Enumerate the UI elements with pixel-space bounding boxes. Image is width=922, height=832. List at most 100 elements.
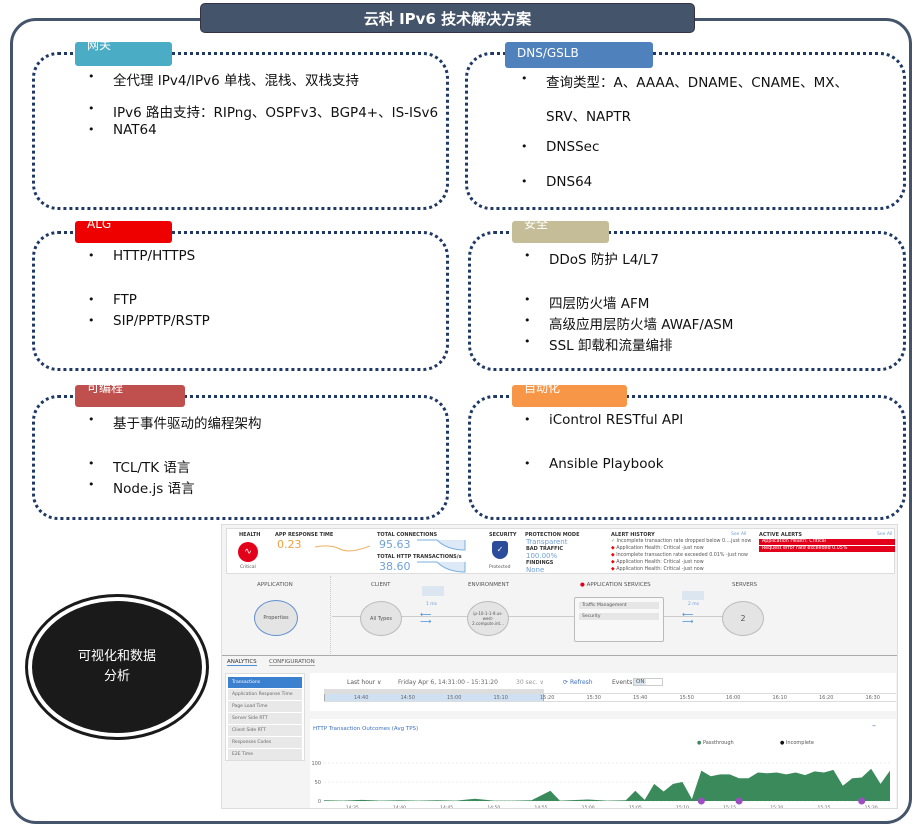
security-label: SECURITY	[489, 532, 517, 538]
bullet-item: • 全代理 IPv4/IPv6 单栈、混栈、双栈支持	[88, 70, 360, 89]
health-pulse-icon: ∿	[238, 542, 258, 562]
dns-tag: DNS/GSLB	[505, 42, 653, 68]
server-latency: 2 ms	[688, 602, 700, 607]
flow-map: APPLICATION Properties CLIENT All Types …	[222, 576, 897, 656]
event-marker	[735, 797, 743, 805]
application-heading: APPLICATION	[257, 582, 293, 588]
bullet-item: • DNSSec	[521, 139, 600, 155]
x-tick-label: 15:15	[723, 805, 736, 809]
x-tick-label: 14:45	[440, 805, 453, 809]
chart-panel: HTTP Transaction Outcomes (Avg TPS) – ● …	[310, 719, 896, 809]
timeline-tick: 16:10	[772, 695, 787, 701]
app-services-box[interactable]: Traffic Management Security	[574, 597, 664, 642]
alert-history-see-all[interactable]: See All	[731, 532, 747, 537]
automation-tag: 自动化	[512, 385, 627, 407]
app-services-heading: ● APPLICATION SERVICES	[580, 582, 651, 588]
bullet-item: • NAT64	[88, 122, 157, 138]
menu-e2e-time[interactable]: E2E Time	[228, 749, 302, 760]
alg-tag: ALG	[75, 221, 172, 243]
metrics-bar: HEALTH ∿ Critical APP RESPONSE TIME 0.23…	[226, 528, 895, 574]
x-tick-label: 14:55	[534, 805, 547, 809]
x-tick-label: 15:25	[817, 805, 830, 809]
timeline-tick: 15:40	[633, 695, 648, 701]
active-alerts-list: Application Health: Critical Request err…	[759, 539, 895, 553]
timeline-handle[interactable]	[324, 689, 544, 693]
event-marker	[858, 797, 866, 805]
timeline-tick: 16:30	[865, 695, 880, 701]
environment-heading: ENVIRONMENT	[468, 582, 509, 588]
menu-transactions[interactable]: Transactions	[228, 677, 302, 688]
y-tick-label: 100	[311, 761, 321, 767]
timeline-tick: 16:20	[819, 695, 834, 701]
x-tick-label: 15:00	[582, 805, 595, 809]
x-tick-label: 14:50	[487, 805, 500, 809]
gateway-tag: 网关	[75, 42, 172, 66]
active-alert[interactable]: Request error rate exceeded 0.05%	[759, 546, 895, 552]
findings-label: FINDINGS	[526, 560, 554, 566]
http-transactions-value: 38.60	[379, 560, 411, 573]
alert-item: ◆ Application Health: Critical -just now	[611, 560, 704, 565]
alert-item: ✓ Incomplete transaction rate dropped be…	[611, 539, 752, 544]
visualization-oval: 可视化和数据分析	[28, 597, 206, 737]
y-tick-label: 0	[318, 799, 321, 805]
app-response-sparkline	[315, 545, 370, 552]
x-tick-label: 14:35	[346, 805, 359, 809]
chart-title: HTTP Transaction Outcomes (Avg TPS)	[313, 726, 419, 732]
http-transactions-label: TOTAL HTTP TRANSACTIONS/s	[377, 554, 462, 560]
connections-label: TOTAL CONNECTIONS	[377, 532, 438, 538]
app-response-value: 0.23	[277, 538, 302, 551]
timeline-tick: 15:30	[586, 695, 601, 701]
menu-response-codes[interactable]: Responses Codes	[228, 737, 302, 748]
y-tick-label: 50	[315, 780, 321, 786]
protection-mode-label: PROTECTION MODE	[525, 532, 580, 538]
timeline-tick: 15:10	[493, 695, 508, 701]
legend-passthrough[interactable]: ● Passthrough	[697, 740, 734, 746]
refresh-button[interactable]: ⟳ Refresh	[563, 679, 593, 686]
findings-value: None	[526, 566, 545, 574]
connections-sparkline	[417, 539, 466, 551]
interval-dropdown[interactable]: 30 sec. ∨	[516, 679, 544, 686]
bullet-item: • iControl RESTful API	[524, 412, 684, 428]
bullet-item: • TCL/TK 语言	[88, 457, 191, 476]
x-tick-label: 15:05	[629, 805, 642, 809]
tab-configuration[interactable]: CONFIGURATION	[269, 659, 315, 666]
dns-box	[465, 52, 906, 210]
transaction-area-chart: 0 50 100 14:35 14:40 14:45 14:50 14:55 15:00 15:0…	[311, 761, 890, 809]
http-sparkline	[417, 561, 466, 573]
menu-client-side-rtt[interactable]: Client Side RTT	[228, 725, 302, 736]
alert-item: ◆ Application Health: Critical -just now	[611, 567, 704, 572]
event-marker	[697, 797, 705, 805]
range-dropdown[interactable]: Last hour ∨	[347, 679, 382, 686]
timeline-tick: 14:40	[354, 695, 369, 701]
tab-analytics[interactable]: ANALYTICS	[227, 659, 257, 666]
metrics-menu: Transactions Application Response Time P…	[225, 673, 305, 761]
menu-server-side-rtt[interactable]: Server Side RTT	[228, 713, 302, 724]
bullet-item: • SIP/PPTP/RSTP	[88, 313, 210, 329]
passthrough-area	[324, 768, 890, 801]
environment-node[interactable]: ip-10-1-1-9.us-west-2.compute.int...	[467, 601, 509, 636]
bullet-item: • IPv6 路由支持：RIPng、OSPFv3、BGP4+、IS-ISv6	[88, 102, 439, 121]
x-tick-label: 14:40	[393, 805, 406, 809]
active-alerts-label: ACTIVE ALERTS	[759, 532, 802, 538]
client-heading: CLIENT	[371, 582, 391, 588]
active-alerts-see-all[interactable]: See All	[877, 532, 893, 537]
properties-node[interactable]: Properties	[254, 600, 298, 636]
menu-page-load-time[interactable]: Page Load Time	[228, 701, 302, 712]
legend-incomplete[interactable]: ● Incomplete	[780, 740, 814, 746]
alert-history-list: ✓ Incomplete transaction rate dropped be…	[611, 538, 751, 573]
alg-box	[32, 231, 449, 371]
service-security[interactable]: Security	[579, 613, 659, 620]
bullet-item: • FTP	[88, 292, 137, 308]
menu-app-response-time[interactable]: Application Response Time	[228, 689, 302, 700]
bullet-item-continuation: SRV、NAPTR	[546, 109, 632, 125]
collapse-icon[interactable]: –	[872, 721, 876, 730]
active-alert[interactable]: Application Health: Critical	[759, 539, 895, 545]
bullet-item: • HTTP/HTTPS	[88, 248, 196, 264]
client-node[interactable]: All Types	[360, 601, 402, 636]
timeline-panel: Last hour ∨ Friday Apr 6, 14:31:00 - 15:…	[310, 673, 896, 711]
servers-node[interactable]: 2	[722, 601, 764, 636]
bullet-item: • 查询类型：A、AAAA、DNAME、CNAME、MX、	[521, 72, 849, 91]
service-traffic-management[interactable]: Traffic Management	[579, 602, 659, 609]
timeline-tick: 15:50	[679, 695, 694, 701]
events-toggle[interactable]: ON	[633, 678, 663, 686]
